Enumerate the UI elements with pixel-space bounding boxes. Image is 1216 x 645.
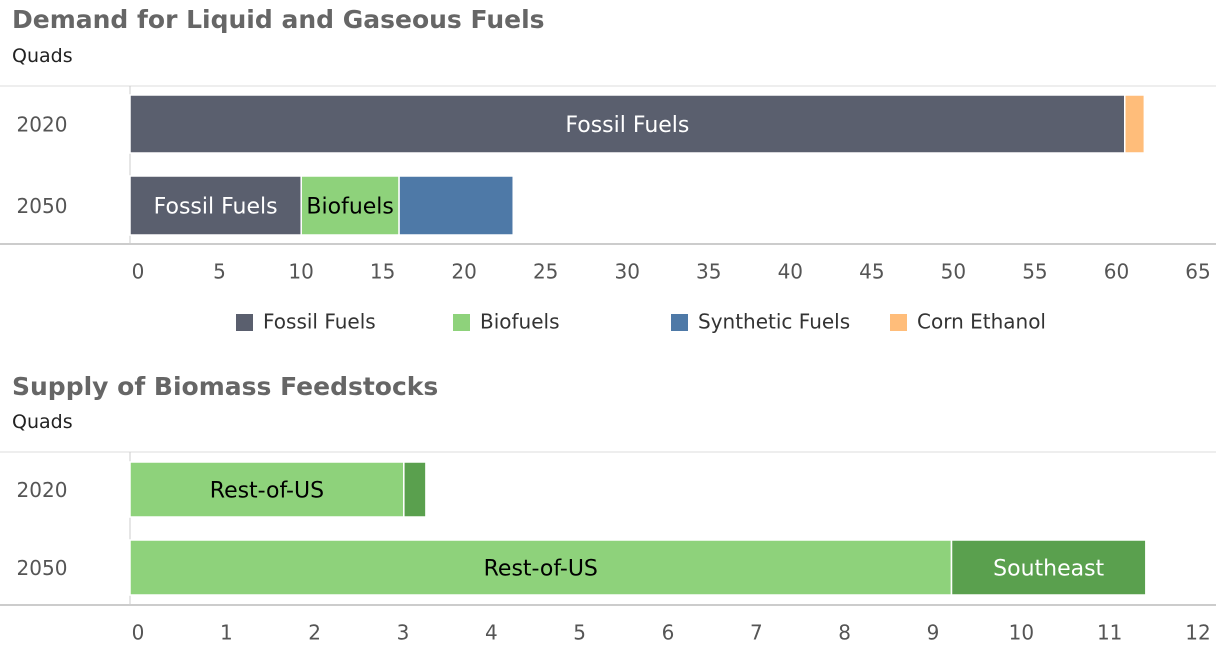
segment-label: Rest-of-US [484,557,598,582]
x-tick-label: 50 [941,260,966,284]
x-tick-label: 0 [132,621,145,645]
bar-segment [129,539,953,596]
chart-subtitle: Quads [12,411,73,433]
segment-label: Biofuels [306,195,393,220]
legend-label: Biofuels [480,310,560,334]
bar-segment [129,461,405,518]
x-tick-label: 12 [1185,621,1210,645]
x-tick-label: 2 [308,621,321,645]
x-tick-label: 8 [838,621,851,645]
bar-segment [129,94,1126,154]
x-tick-label: 5 [573,621,586,645]
legend-swatch [671,314,688,331]
bar-segment [950,539,1147,596]
legend-label: Corn Ethanol [917,310,1046,334]
chart-title: Supply of Biomass Feedstocks [12,372,438,401]
legend-swatch [236,314,253,331]
bar-segment [398,175,514,236]
y-tick-label: 2020 [17,478,68,502]
x-tick-label: 25 [533,260,558,284]
x-tick-label: 10 [288,260,313,284]
x-tick-label: 45 [859,260,884,284]
x-tick-label: 1 [220,621,233,645]
legend-label: Synthetic Fuels [698,310,850,334]
legend-swatch [890,314,907,331]
x-tick-label: 10 [1009,621,1034,645]
segment-label: Fossil Fuels [154,195,278,220]
segment-label: Fossil Fuels [565,113,689,138]
x-tick-label: 9 [927,621,940,645]
x-tick-label: 20 [451,260,476,284]
bar-segment [129,175,302,236]
segment-label: Southeast [993,557,1104,582]
bar-segment [403,461,427,518]
x-tick-label: 6 [662,621,675,645]
y-tick-label: 2020 [17,113,68,137]
chart-title: Demand for Liquid and Gaseous Fuels [12,5,545,34]
x-tick-label: 35 [696,260,721,284]
bar-segment [300,175,400,236]
chart-subtitle: Quads [12,45,73,67]
x-tick-label: 0 [132,260,145,284]
x-tick-label: 11 [1097,621,1122,645]
x-tick-label: 65 [1185,260,1210,284]
x-tick-label: 4 [485,621,498,645]
x-tick-label: 7 [750,621,763,645]
x-tick-label: 3 [397,621,410,645]
x-tick-label: 60 [1104,260,1129,284]
x-tick-label: 55 [1022,260,1047,284]
x-tick-label: 40 [778,260,803,284]
segment-label: Rest-of-US [210,479,324,504]
bar-segment [1124,94,1146,154]
x-tick-label: 5 [213,260,226,284]
legend-swatch [453,314,470,331]
y-tick-label: 2050 [17,194,68,218]
x-tick-label: 15 [370,260,395,284]
y-tick-label: 2050 [17,556,68,580]
legend-label: Fossil Fuels [263,310,376,334]
x-tick-label: 30 [615,260,640,284]
